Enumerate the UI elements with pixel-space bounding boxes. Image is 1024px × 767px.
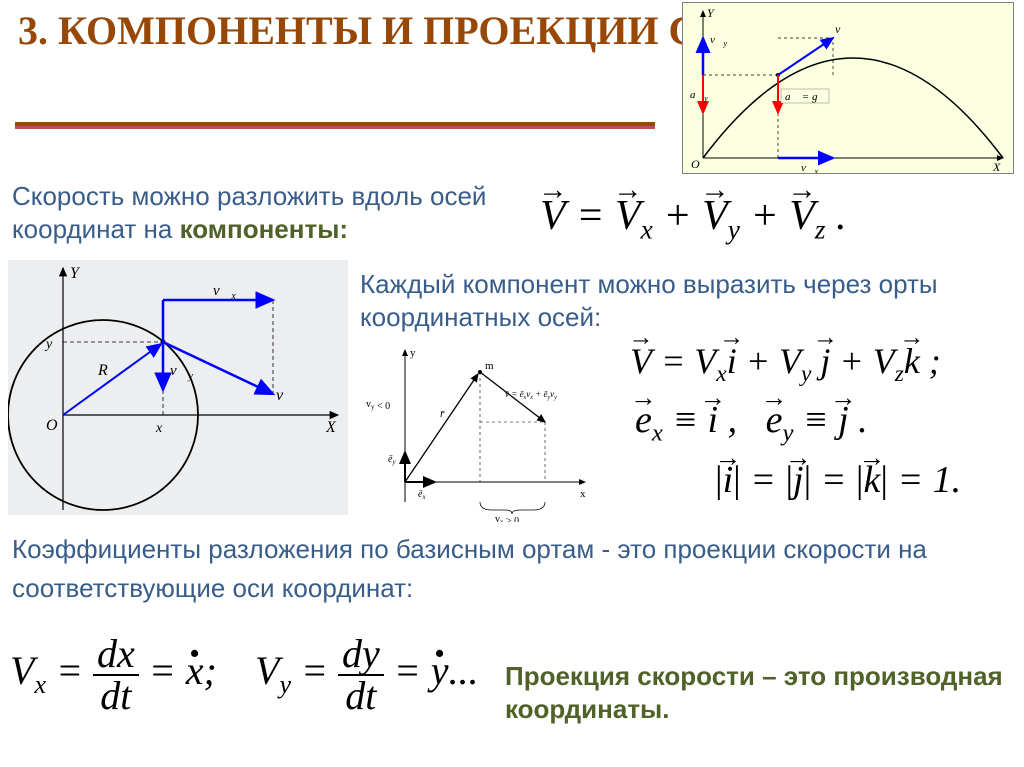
projectile-svg: O X Y v⃗ v⃗y v⃗x a⃗y a⃗ = g⃗ bbox=[683, 3, 1013, 173]
formula-unit-mag: |i| = |j| = |k| = 1. bbox=[715, 458, 961, 502]
figure-circle: O X Y R⃗ v⃗ v⃗x v⃗y x y bbox=[8, 260, 348, 515]
svg-text:Y: Y bbox=[70, 265, 81, 282]
svg-text:a⃗ = g⃗: a⃗ = g⃗ bbox=[785, 91, 826, 103]
formula-v-sum: V = Vx + Vy + Vz . bbox=[540, 192, 847, 245]
svg-text:X: X bbox=[992, 160, 1001, 173]
svg-text:v⃗y: v⃗y bbox=[170, 363, 193, 382]
intro-text: Скорость можно разложить вдоль осей коор… bbox=[12, 180, 512, 245]
intro-text-b: компоненты: bbox=[180, 214, 349, 244]
title-underline bbox=[15, 122, 655, 129]
coeff-text: Коэффициенты разложения по базисным орта… bbox=[12, 530, 1012, 608]
svg-text:ēy: ēy bbox=[388, 454, 396, 466]
svg-text:v⃗y: v⃗y bbox=[710, 34, 727, 48]
formula-vx: Vx = dxdt = x; bbox=[10, 634, 217, 716]
svg-text:x: x bbox=[580, 488, 586, 500]
svg-text:v⃗x: v⃗x bbox=[801, 162, 818, 173]
svg-text:v̄ = ēxvx + ēyvy: v̄ = ēxvx + ēyvy bbox=[505, 389, 557, 401]
svg-text:R⃗: R⃗ bbox=[97, 362, 120, 379]
svg-text:vx > 0: vx > 0 bbox=[495, 514, 519, 522]
svg-text:vy < 0: vy < 0 bbox=[366, 399, 390, 412]
svg-text:x: x bbox=[155, 421, 163, 436]
ort-text: Каждый компонент можно выразить через ор… bbox=[360, 268, 1020, 333]
svg-text:r̄: r̄ bbox=[440, 408, 445, 420]
circle-svg: O X Y R⃗ v⃗ v⃗x v⃗y x y bbox=[8, 260, 348, 515]
svg-text:O: O bbox=[46, 417, 58, 434]
formula-e-equiv: ex ≡ i , ey ≡ j . bbox=[635, 398, 868, 448]
figure-vector-decomp: x y m r̄ ēx ēy vy < 0 vx > 0 v̄ = ēxvx +… bbox=[360, 342, 600, 522]
formula-vy: Vy = dydt = y... bbox=[255, 634, 479, 716]
svg-text:y: y bbox=[44, 337, 53, 352]
svg-text:m: m bbox=[485, 360, 494, 372]
svg-text:X: X bbox=[325, 419, 337, 436]
svg-text:v⃗: v⃗ bbox=[276, 387, 296, 404]
conclusion-text: Проекция скорости – это производная коор… bbox=[505, 660, 1024, 725]
figure-projectile: O X Y v⃗ v⃗y v⃗x a⃗y a⃗ = g⃗ bbox=[682, 2, 1014, 174]
vec-svg: x y m r̄ ēx ēy vy < 0 vx > 0 v̄ = ēxvx +… bbox=[360, 342, 600, 522]
svg-text:ēx: ēx bbox=[418, 489, 426, 501]
svg-text:O: O bbox=[691, 157, 700, 171]
svg-text:a⃗y: a⃗y bbox=[690, 89, 708, 103]
svg-text:v⃗: v⃗ bbox=[835, 22, 850, 36]
svg-text:y: y bbox=[410, 347, 416, 359]
svg-text:Y: Y bbox=[707, 6, 715, 20]
